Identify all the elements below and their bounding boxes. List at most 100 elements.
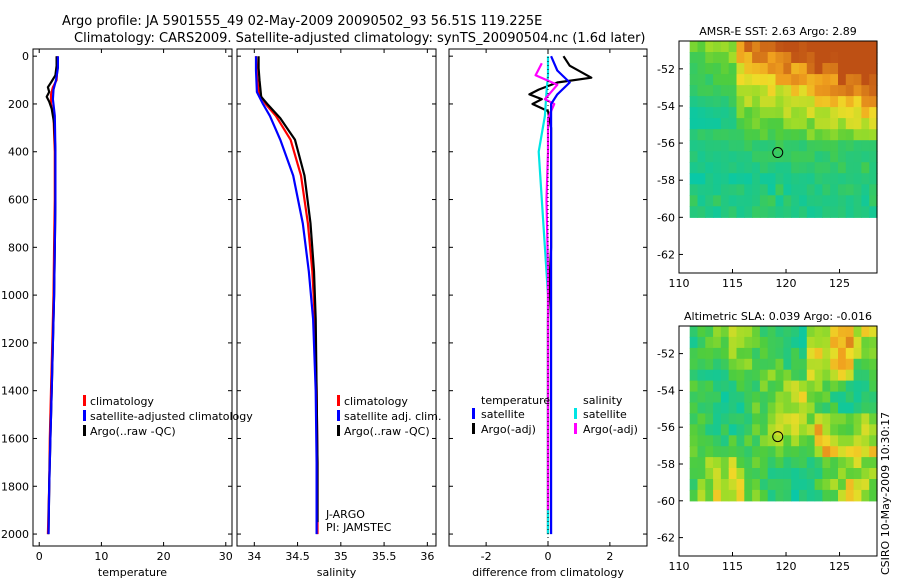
x-tick-label: 34.5 bbox=[285, 550, 310, 563]
heatmap-cell bbox=[728, 468, 738, 480]
heatmap-cell bbox=[806, 52, 816, 64]
heatmap-cell bbox=[767, 468, 777, 480]
heatmap-cell bbox=[775, 184, 784, 196]
heatmap-cell bbox=[759, 118, 769, 130]
heatmap-cell bbox=[861, 206, 870, 218]
heatmap-cell bbox=[838, 107, 847, 119]
heatmap-cell bbox=[791, 347, 800, 360]
series-group bbox=[45, 56, 59, 535]
heatmap-cell bbox=[713, 74, 722, 86]
heatmap-cell bbox=[845, 358, 855, 371]
profile-location-marker bbox=[772, 147, 784, 159]
heatmap-cell bbox=[845, 336, 855, 349]
heatmap-cell bbox=[814, 391, 823, 404]
heatmap-cell bbox=[713, 173, 722, 185]
heatmap-cell bbox=[830, 413, 839, 425]
heatmap-cell bbox=[728, 96, 738, 108]
heatmap-cell bbox=[845, 74, 855, 86]
heatmap-cell bbox=[752, 63, 761, 75]
header-line2: Climatology: CARS2009. Satellite-adjuste… bbox=[74, 31, 646, 46]
heatmap-cell bbox=[705, 52, 714, 64]
heatmap-cell bbox=[861, 184, 870, 196]
heatmap-cell bbox=[689, 435, 699, 447]
y-tick-label: 600 bbox=[8, 194, 29, 207]
heatmap-cell bbox=[705, 358, 714, 371]
heatmap-cell bbox=[697, 63, 706, 75]
heatmap-cell bbox=[767, 107, 777, 119]
y-tick-label: 1800 bbox=[1, 480, 29, 493]
heatmap-cell bbox=[728, 85, 738, 97]
heatmap-cell bbox=[806, 468, 816, 480]
y-tick-label: 1400 bbox=[1, 385, 29, 398]
heatmap-cell bbox=[689, 52, 699, 64]
heatmap-cell bbox=[697, 173, 706, 185]
heatmap-cell bbox=[791, 195, 800, 207]
heatmap-cell bbox=[845, 96, 855, 108]
heatmap-cell bbox=[775, 96, 784, 108]
heatmap-cell bbox=[799, 479, 808, 491]
heatmap-cell bbox=[689, 162, 699, 174]
heatmap-cell bbox=[689, 336, 699, 349]
heatmap-cell bbox=[689, 206, 699, 218]
heatmap-cell bbox=[775, 118, 784, 130]
heatmap-cell bbox=[853, 151, 862, 163]
heatmap-cell bbox=[752, 184, 761, 196]
heatmap-cell bbox=[783, 63, 792, 75]
heatmap-cell bbox=[845, 380, 855, 393]
heatmap-cell bbox=[713, 96, 722, 108]
heatmap-cell bbox=[744, 479, 753, 491]
heatmap-cell bbox=[799, 336, 808, 349]
heatmap-cell bbox=[806, 413, 816, 425]
series-line-temperature-argo-adj- bbox=[528, 55, 593, 535]
heatmap-cell bbox=[838, 162, 847, 174]
heatmap-cell bbox=[752, 85, 761, 97]
heatmap-cell bbox=[814, 358, 823, 371]
heatmap-cell bbox=[713, 140, 722, 152]
heatmap-cell bbox=[752, 446, 761, 458]
heatmap-cell bbox=[728, 206, 738, 218]
heatmap-cell bbox=[689, 107, 699, 119]
heatmap-cell bbox=[791, 446, 800, 458]
heatmap-cell bbox=[697, 107, 706, 119]
heatmap-cell bbox=[767, 162, 777, 174]
heatmap-cell bbox=[853, 336, 862, 349]
heatmap-cell bbox=[689, 85, 699, 97]
heatmap-cell bbox=[705, 96, 714, 108]
heatmap-cell bbox=[728, 74, 738, 86]
heatmap-cell bbox=[783, 446, 792, 458]
legend-label: Argo(..raw -QC) bbox=[344, 425, 430, 438]
heatmap-cell bbox=[869, 402, 878, 414]
heatmap-cell bbox=[759, 85, 769, 97]
heatmap-cell bbox=[838, 479, 847, 491]
heatmap-cell bbox=[845, 468, 855, 480]
heatmap-cell bbox=[705, 195, 714, 207]
heatmap-cell bbox=[861, 85, 870, 97]
heatmap-cell bbox=[728, 336, 738, 349]
heatmap-cell bbox=[861, 63, 870, 75]
heatmap-cell bbox=[791, 52, 800, 64]
panel-sst-map: AMSR-E SST: 2.63 Argo: 2.89 110 115 120 125 -… bbox=[657, 25, 878, 290]
heatmap-cell bbox=[752, 151, 761, 163]
heatmap-cell bbox=[697, 347, 706, 360]
heatmap-cell bbox=[705, 151, 714, 163]
heatmap-cell bbox=[744, 41, 753, 53]
legend-label: satellite adj. clim. bbox=[344, 410, 441, 423]
heatmap-cell bbox=[720, 479, 730, 491]
heatmap-cell bbox=[814, 435, 823, 447]
heatmap-cell bbox=[689, 358, 699, 371]
heatmap-cell bbox=[759, 479, 769, 491]
heatmap-cell bbox=[853, 184, 862, 196]
heatmap-cell bbox=[822, 151, 831, 163]
heatmap-cell bbox=[744, 369, 753, 382]
heatmap-cell bbox=[759, 369, 769, 382]
heatmap-cell bbox=[759, 184, 769, 196]
heatmap-cell bbox=[736, 63, 745, 75]
heatmap-cell bbox=[791, 206, 800, 218]
heatmap-cell bbox=[689, 446, 699, 458]
heatmap-cell bbox=[744, 336, 753, 349]
heatmap-cell bbox=[783, 391, 792, 404]
heatmap-cell bbox=[814, 457, 823, 469]
y-tick-label: 1200 bbox=[1, 337, 29, 350]
heatmap-cell bbox=[744, 489, 753, 502]
heatmap-cell bbox=[720, 195, 730, 207]
